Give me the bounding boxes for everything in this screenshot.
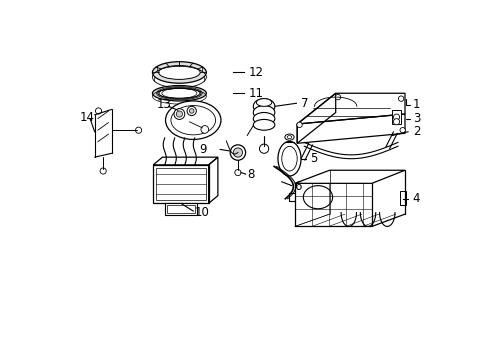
Circle shape: [399, 127, 405, 133]
Ellipse shape: [277, 141, 301, 176]
Circle shape: [234, 170, 241, 176]
Circle shape: [189, 109, 194, 113]
Circle shape: [393, 114, 399, 120]
Bar: [399, 191, 405, 205]
Ellipse shape: [303, 186, 332, 209]
Ellipse shape: [281, 147, 297, 171]
Circle shape: [135, 127, 142, 133]
Circle shape: [230, 145, 245, 160]
Text: 4: 4: [412, 192, 419, 205]
Bar: [153, 165, 208, 203]
Text: 7: 7: [301, 97, 308, 110]
Ellipse shape: [253, 99, 274, 114]
Text: 2: 2: [412, 125, 419, 138]
Circle shape: [95, 108, 102, 114]
Circle shape: [233, 148, 242, 157]
Text: 6: 6: [293, 180, 301, 193]
Bar: [156, 168, 205, 200]
Ellipse shape: [152, 86, 206, 101]
Ellipse shape: [165, 101, 221, 139]
Text: 5: 5: [310, 152, 317, 165]
Ellipse shape: [171, 105, 215, 135]
Ellipse shape: [253, 112, 274, 125]
Circle shape: [335, 94, 340, 100]
Text: 14: 14: [79, 111, 94, 125]
Text: 11: 11: [248, 87, 263, 100]
Text: 3: 3: [412, 112, 419, 125]
Bar: [164, 203, 197, 215]
Circle shape: [259, 144, 268, 153]
Ellipse shape: [256, 99, 271, 106]
Ellipse shape: [158, 88, 201, 98]
Ellipse shape: [158, 66, 200, 80]
Circle shape: [176, 111, 182, 117]
Circle shape: [201, 126, 208, 133]
Ellipse shape: [253, 120, 274, 130]
Circle shape: [393, 119, 399, 125]
Circle shape: [398, 96, 403, 101]
Circle shape: [187, 106, 196, 116]
Text: 1: 1: [412, 98, 419, 111]
Bar: [391, 110, 400, 124]
Bar: [167, 205, 194, 213]
Text: 9: 9: [199, 143, 207, 156]
Circle shape: [296, 122, 302, 127]
Text: 10: 10: [194, 206, 209, 219]
Text: 12: 12: [248, 66, 263, 79]
Text: 8: 8: [246, 168, 254, 181]
Ellipse shape: [285, 134, 293, 140]
Circle shape: [100, 168, 106, 174]
Ellipse shape: [286, 136, 291, 139]
Circle shape: [174, 109, 184, 120]
Text: 13: 13: [156, 98, 171, 111]
Ellipse shape: [152, 62, 206, 83]
Ellipse shape: [253, 105, 274, 120]
